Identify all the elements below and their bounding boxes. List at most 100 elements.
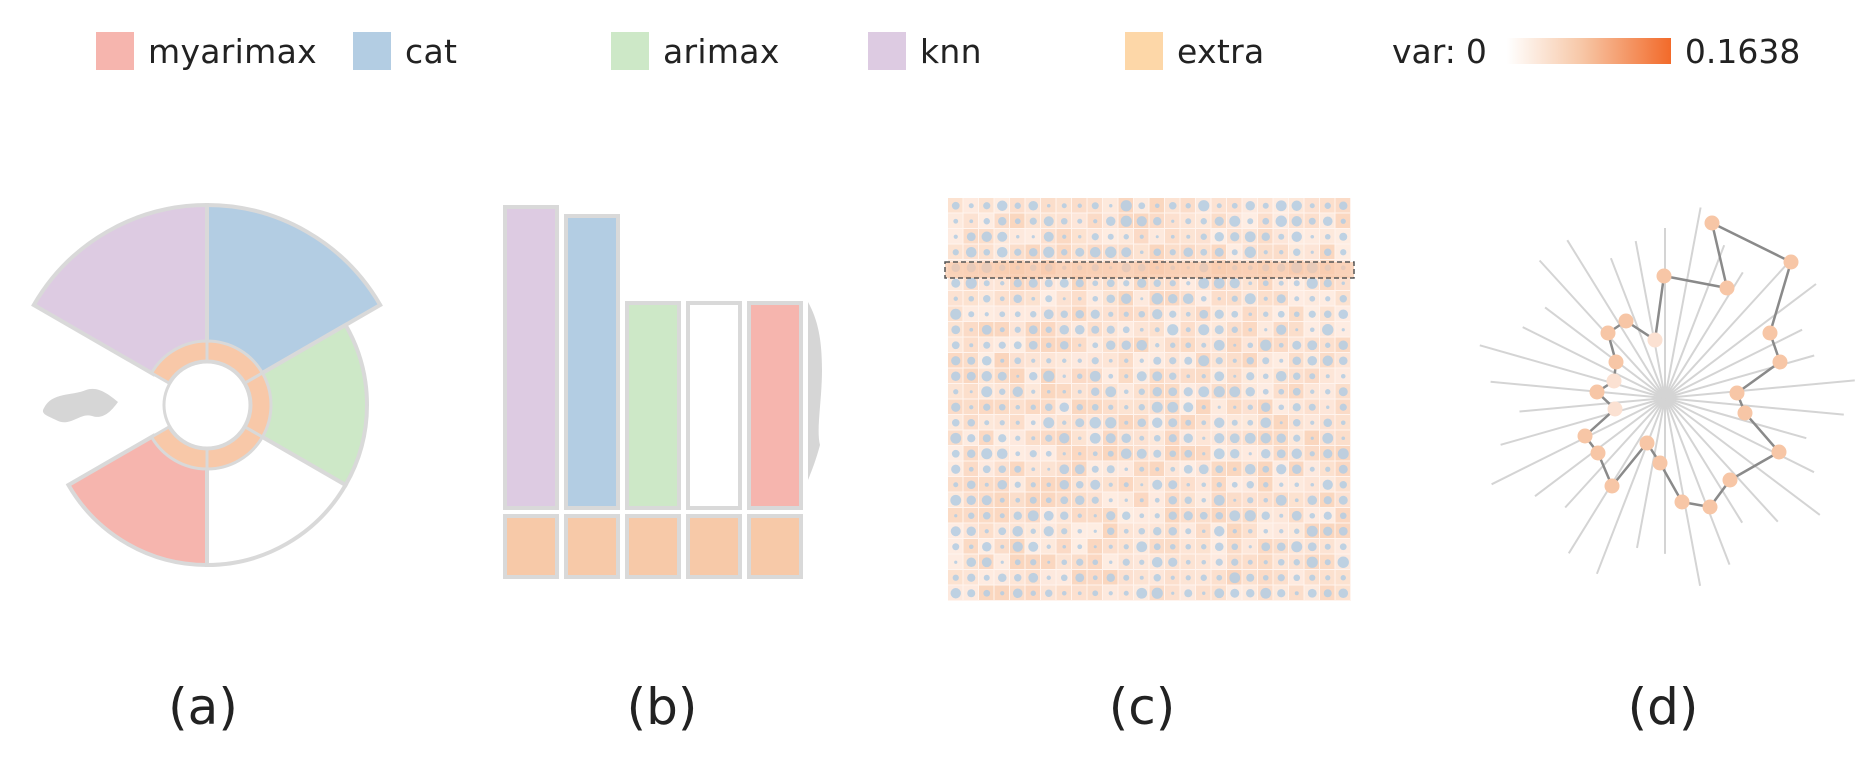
matrix-dot [1015,435,1021,441]
star-node [1783,254,1799,270]
matrix-dot [1231,326,1238,333]
matrix-dot [1279,513,1284,518]
matrix-dot [1244,231,1256,243]
matrix-dot [1182,293,1194,305]
matrix-dot [951,356,961,366]
matrix-dot [1276,294,1286,304]
matrix-dot [998,403,1006,411]
matrix-dot [1230,449,1240,459]
matrix-dot [1231,249,1238,256]
matrix-dot [1262,574,1269,581]
matrix-dot [997,200,1008,211]
matrix-dot [1293,280,1300,287]
matrix-dot [1091,465,1099,473]
star-node [1608,354,1624,370]
matrix-dot [1337,556,1349,568]
matrix-dot [1043,309,1054,320]
matrix-dot [1153,449,1162,458]
matrix-dot [1323,449,1333,459]
variance-color-gradient [1506,38,1671,64]
matrix-dot [1292,340,1302,350]
matrix-dot [1077,218,1083,224]
matrix-dot [997,573,1007,583]
spoke-line [1664,397,1702,586]
matrix-dot [966,371,976,381]
matrix-dot [952,574,959,581]
matrix-dot [1183,247,1194,258]
legend-swatch [353,32,391,70]
matrix-dot [1214,247,1224,257]
matrix-dot [1092,451,1098,457]
bar-bottom-cell [503,514,559,579]
matrix-dot [1153,527,1162,536]
matrix-dot [1093,219,1098,224]
matrix-dot [1059,433,1070,444]
matrix-dot [1155,467,1160,472]
matrix-dot [1248,545,1252,549]
matrix-dot [1306,556,1318,568]
matrix-dot [1229,572,1241,584]
spoke-line [1664,397,1779,523]
matrix-dot [1322,479,1333,490]
spoke-line [1567,397,1666,554]
matrix-dot [1278,388,1285,395]
matrix-dot [1028,541,1039,552]
spoke-line [1664,397,1744,524]
matrix-dot [1229,386,1241,398]
matrix-dot [1275,215,1287,227]
matrix-dot [1136,371,1147,382]
matrix-dot [1183,387,1193,397]
matrix-dot [1309,327,1315,333]
matrix-dot [1029,450,1037,458]
matrix-dot [1215,465,1224,474]
matrix-dot [1185,342,1192,349]
matrix-dot [1077,591,1082,596]
matrix-dot [1216,482,1222,488]
matrix-dot [966,526,976,536]
matrix-dot [1091,357,1099,365]
matrix-dot [1062,374,1066,378]
matrix-dot [1044,403,1053,412]
matrix-dot [1325,374,1330,379]
matrix-dot [1294,482,1300,488]
matrix-dot [1183,464,1193,474]
matrix-dot [1310,436,1314,440]
spoke-line [1664,207,1702,399]
matrix-dot [1338,526,1348,536]
matrix-dot [1214,433,1225,444]
star-node [1772,354,1788,370]
matrix-dot [982,542,992,552]
matrix-dot [1139,513,1145,519]
matrix-dot [1014,218,1021,225]
matrix-dot [1000,544,1005,549]
matrix-dot [1263,311,1269,317]
matrix-dot [981,355,992,366]
matrix-dot [1137,278,1147,288]
matrix-dot [966,495,976,505]
matrix-dot [1169,372,1177,380]
matrix-dot [1168,526,1178,536]
matrix-dot [1231,481,1238,488]
matrix-dot [1248,327,1253,332]
matrix-dot [981,231,992,242]
matrix-dot [1059,278,1069,288]
caption-b: (b) [626,678,698,736]
matrix-dot [981,557,992,568]
matrix-dot [1326,405,1330,409]
matrix-dot [1077,544,1083,550]
matrix-dot [968,295,975,302]
matrix-dot [969,343,974,348]
matrix-dot [953,482,959,488]
matrix-dot [965,246,977,258]
matrix-dot [1323,496,1332,505]
matrix-dot [1244,293,1256,305]
matrix-dot [1075,495,1085,505]
matrix-dot [1000,591,1005,596]
matrix-dot [1171,219,1175,223]
matrix-dot [1338,309,1349,320]
matrix-dot [1231,558,1239,566]
matrix-dot [1279,358,1284,363]
matrix-dot [969,405,974,410]
matrix-dot [950,308,962,320]
matrix-dot [1028,325,1038,335]
